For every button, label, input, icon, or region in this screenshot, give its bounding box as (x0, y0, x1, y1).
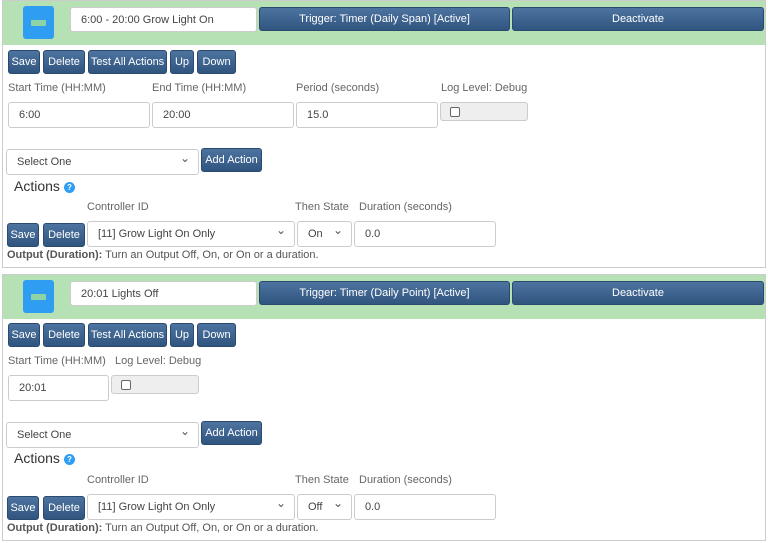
up-button[interactable]: Up (170, 323, 194, 347)
output-description: Output (Duration): Turn an Output Off, O… (7, 249, 319, 261)
start-time-input[interactable]: 20:01 (8, 375, 109, 401)
state-select[interactable]: Off (297, 494, 352, 520)
end-time-input[interactable]: 20:00 (152, 102, 294, 128)
controller-id-label: Controller ID (87, 201, 149, 213)
state-select[interactable]: On (297, 221, 352, 247)
help-icon[interactable]: ? (63, 181, 75, 193)
add-action-button[interactable]: Add Action (201, 421, 262, 445)
duration-label: Duration (seconds) (359, 474, 452, 486)
add-action-button[interactable]: Add Action (201, 148, 262, 172)
output-text: Turn an Output Off, On, or On or a durat… (102, 249, 319, 261)
delete-button[interactable]: Delete (43, 323, 85, 347)
save-button[interactable]: Save (8, 50, 40, 74)
duration-label: Duration (seconds) (359, 201, 452, 213)
log-level-checkbox[interactable] (440, 102, 528, 121)
trigger-info-button[interactable]: Trigger: Timer (Daily Point) [Active] (259, 281, 510, 305)
actions-title: Actions (14, 178, 60, 194)
end-time-label: End Time (HH:MM) (152, 82, 247, 94)
trigger-name-input[interactable]: 6:00 - 20:00 Grow Light On (70, 7, 257, 32)
collapse-icon[interactable] (23, 280, 54, 313)
checkbox-icon (121, 380, 131, 390)
output-type: Output (Duration): (7, 249, 103, 261)
output-type: Output (Duration): (7, 522, 103, 534)
test-all-actions-button[interactable]: Test All Actions (88, 50, 167, 74)
deactivate-button[interactable]: Deactivate (512, 281, 764, 305)
action-delete-button[interactable]: Delete (43, 496, 85, 520)
down-button[interactable]: Down (197, 323, 236, 347)
action-type-select[interactable]: Select One (6, 149, 199, 175)
log-level-label: Log Level: Debug (441, 82, 528, 94)
actions-title: Actions (14, 450, 60, 466)
start-time-input[interactable]: 6:00 (8, 102, 150, 128)
log-level-checkbox[interactable] (111, 375, 199, 394)
controller-select[interactable]: [11] Grow Light On Only (87, 221, 295, 247)
action-type-select[interactable]: Select One (6, 422, 199, 448)
save-button[interactable]: Save (8, 323, 40, 347)
trigger-name-input[interactable]: 20:01 Lights Off (70, 281, 257, 306)
trigger-panel-2: 20:01 Lights Off Trigger: Timer (Daily P… (2, 274, 766, 541)
up-button[interactable]: Up (170, 50, 194, 74)
actions-heading: Actions? (14, 178, 75, 194)
log-level-label: Log Level: Debug (115, 355, 202, 367)
trigger-panel-1: 6:00 - 20:00 Grow Light On Trigger: Time… (2, 0, 766, 268)
actions-heading: Actions? (14, 450, 75, 466)
test-all-actions-button[interactable]: Test All Actions (88, 323, 167, 347)
trigger-info-button[interactable]: Trigger: Timer (Daily Span) [Active] (259, 7, 510, 31)
duration-input[interactable]: 0.0 (354, 221, 496, 247)
output-text: Turn an Output Off, On, or On or a durat… (102, 522, 319, 534)
start-time-label: Start Time (HH:MM) (8, 82, 106, 94)
collapse-icon[interactable] (23, 6, 54, 39)
action-save-button[interactable]: Save (7, 496, 39, 520)
period-label: Period (seconds) (296, 82, 380, 94)
deactivate-button[interactable]: Deactivate (512, 7, 764, 31)
period-input[interactable]: 15.0 (296, 102, 438, 128)
controller-select[interactable]: [11] Grow Light On Only (87, 494, 295, 520)
then-state-label: Then State (295, 201, 349, 213)
delete-button[interactable]: Delete (43, 50, 85, 74)
start-time-label: Start Time (HH:MM) (8, 355, 106, 367)
duration-input[interactable]: 0.0 (354, 494, 496, 520)
down-button[interactable]: Down (197, 50, 236, 74)
action-save-button[interactable]: Save (7, 223, 39, 247)
help-icon[interactable]: ? (63, 453, 75, 465)
checkbox-icon (450, 107, 460, 117)
controller-id-label: Controller ID (87, 474, 149, 486)
output-description: Output (Duration): Turn an Output Off, O… (7, 522, 319, 534)
action-delete-button[interactable]: Delete (43, 223, 85, 247)
then-state-label: Then State (295, 474, 349, 486)
